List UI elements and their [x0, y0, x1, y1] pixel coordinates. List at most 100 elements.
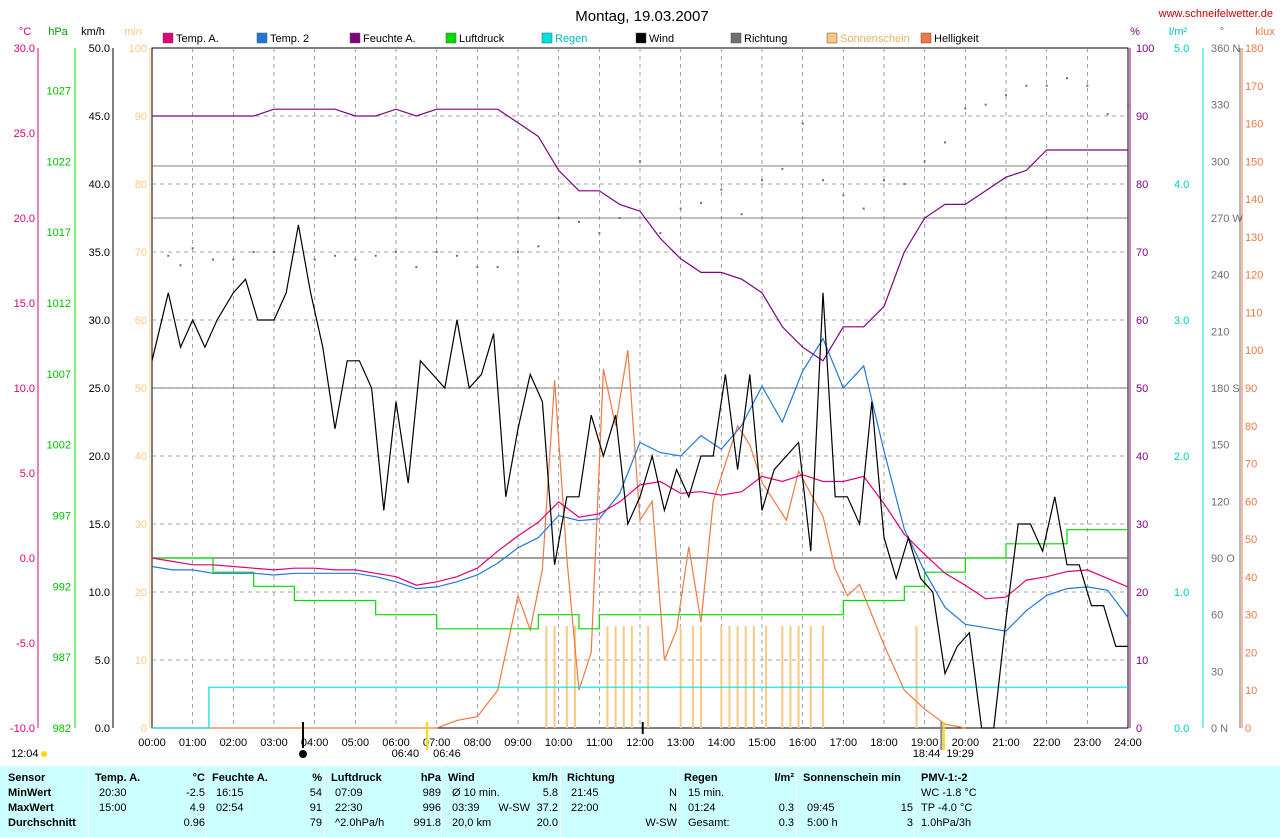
direction-point — [964, 107, 967, 110]
stats-time: 01:24 — [688, 802, 716, 814]
x-tick-label: 15:00 — [748, 737, 776, 749]
plot-area — [151, 77, 1129, 729]
legend-swatch-luftdruck — [445, 32, 457, 44]
axis-unit-wind: km/h — [81, 26, 105, 38]
stats-header: Sonnenschein min — [803, 772, 901, 784]
series-line-temp_2 — [151, 337, 1129, 632]
axis-unit-rain: l/m² — [1169, 26, 1188, 38]
x-tick-label: 18:00 — [870, 737, 898, 749]
x-tick-label: 00:00 — [138, 737, 166, 749]
stats-divider — [205, 766, 206, 837]
legend-label-richtung: Richtung — [744, 33, 787, 45]
x-tick-label: 13:00 — [667, 737, 695, 749]
lux-axis-tick: 30 — [1245, 610, 1257, 622]
stats-header: Feuchte A. — [212, 772, 268, 784]
stats-time: 03:39 — [452, 802, 480, 814]
lux-axis-tick: 0 — [1245, 723, 1251, 735]
stats-time: 16:15 — [216, 787, 244, 799]
stats-time: 09:45 — [807, 802, 835, 814]
x-tick-label: 20:00 — [952, 737, 980, 749]
lux-axis-tick: 130 — [1245, 232, 1263, 244]
rain-axis-tick: 1.0 — [1174, 587, 1189, 599]
stats-value: 991.8 — [413, 817, 441, 829]
direction-point — [923, 160, 926, 163]
sun-events: 12:04 06:40 06:46 18:44 19:29 — [11, 722, 974, 760]
legend-swatch-sonne — [826, 32, 838, 44]
direction-point — [517, 251, 519, 253]
series-line-luftdruck — [152, 529, 1128, 630]
legend: Temp. A. Temp. 2 Feuchte A. Luftdruck Regen W… — [162, 32, 979, 45]
wind-axis-tick: 50.0 — [89, 43, 110, 55]
hum-axis-tick: 50 — [1136, 383, 1148, 395]
stats-time: WC -1.8 °C — [921, 787, 977, 799]
direction-point — [598, 232, 601, 235]
rain-axis-tick: 4.0 — [1174, 179, 1189, 191]
stats-value: 79 — [309, 817, 322, 829]
stats-header: Temp. A. — [95, 772, 141, 784]
series-line-helligkeit — [152, 350, 966, 729]
x-tick-label: 24:00 — [1114, 737, 1142, 749]
pressure-axis-tick: 1022 — [47, 156, 71, 168]
direction-point — [1066, 77, 1068, 80]
rain-axis-tick: 2.0 — [1174, 451, 1189, 463]
legend-swatch-temp_2 — [256, 32, 268, 44]
direction-point — [1086, 84, 1089, 87]
legend-label-helligkeit: Helligkeit — [934, 33, 979, 45]
stats-value: 3 — [906, 817, 913, 829]
legend-swatch-regen — [541, 32, 553, 44]
dir-axis-tick: 90 O — [1211, 553, 1235, 565]
wind-axis-tick: 45.0 — [89, 111, 110, 123]
hum-axis-tick: 40 — [1136, 451, 1148, 463]
x-tick-label: 19:00 — [911, 737, 939, 749]
sun-axis-tick: 90 — [135, 111, 147, 123]
lux-axis-tick: 110 — [1245, 307, 1263, 319]
direction-point — [273, 251, 275, 253]
temp-axis-tick: 15.0 — [14, 298, 35, 310]
direction-point — [761, 179, 763, 182]
stats-row-label: Durchschnitt — [8, 817, 76, 829]
direction-point — [883, 179, 885, 182]
direction-point — [740, 213, 743, 216]
stats-value: 5.8 — [542, 787, 558, 799]
wind-axis-tick: 30.0 — [89, 315, 110, 327]
x-tick-label: 12:00 — [626, 737, 654, 749]
chart-title: Montag, 19.03.2007 — [575, 8, 708, 25]
pressure-axis-tick: 1007 — [47, 369, 71, 381]
site-url[interactable]: www.schneifelwetter.de — [1158, 8, 1273, 20]
lux-axis-tick: 70 — [1245, 459, 1257, 471]
direction-point — [456, 254, 458, 257]
pressure-axis-tick: 987 — [53, 652, 71, 664]
direction-point — [191, 247, 194, 250]
dir-axis-tick: 120 — [1211, 496, 1229, 508]
lux-axis-tick: 120 — [1245, 270, 1263, 282]
series-line-temp_a — [151, 474, 1129, 600]
direction-point — [801, 122, 804, 125]
x-tick-label: 04:00 — [301, 737, 329, 749]
legend-label-feuchte: Feuchte A. — [363, 33, 416, 45]
direction-point — [334, 254, 336, 257]
hum-axis-tick: 90 — [1136, 111, 1148, 123]
stats-value: N — [669, 787, 677, 799]
sunset-time: 18:44 — [913, 748, 941, 760]
stats-value: 15 — [900, 802, 913, 814]
legend-label-temp_2: Temp. 2 — [270, 33, 309, 45]
stats-header: PMV-1:-2 — [921, 772, 968, 784]
series-line-regen — [152, 686, 1128, 729]
stats-time: 22:30 — [335, 802, 363, 814]
direction-point — [374, 254, 377, 257]
x-tick-label: 08:00 — [464, 737, 492, 749]
sunrise-civil-time: 06:46 — [433, 748, 461, 760]
stats-panel: Sensor MinWert MaxWert Durchschnitt Temp. A.… — [0, 766, 1280, 837]
sun-axis-tick: 0 — [141, 723, 147, 735]
pressure-axis-tick: 1027 — [47, 86, 71, 98]
stats-row-label: MinWert — [8, 787, 52, 799]
direction-point — [557, 217, 560, 219]
stats-value: 996 — [422, 802, 441, 814]
direction-point — [1127, 103, 1129, 106]
stats-value: 0.96 — [183, 817, 205, 829]
direction-point — [313, 258, 316, 261]
stats-time: 1.0hPa/3h — [921, 817, 972, 829]
pressure-axis-tick: 1017 — [47, 227, 71, 239]
dir-axis-tick: 240 — [1211, 270, 1229, 282]
stats-value: 54 — [309, 787, 322, 799]
